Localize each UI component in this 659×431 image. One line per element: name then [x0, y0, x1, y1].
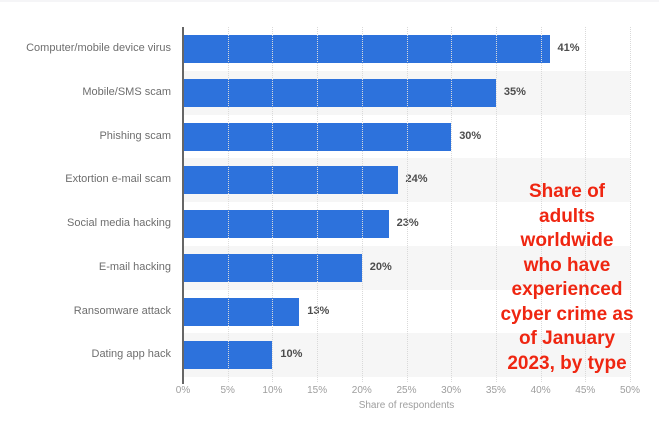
annotation-line: experienced	[511, 279, 623, 300]
annotation-line: of January	[518, 328, 616, 349]
x-axis-title: Share of respondents	[358, 400, 455, 411]
gridline	[451, 27, 453, 382]
category-label: Computer/mobile device virus	[26, 42, 171, 54]
category-label: Ransomware attack	[73, 304, 171, 317]
category-label: E-mail hacking	[98, 260, 171, 273]
y-axis-line	[182, 27, 184, 384]
bar-value-label: 41%	[557, 42, 580, 54]
category-label: Phishing scam	[99, 129, 171, 142]
gridline	[540, 27, 542, 382]
x-tick-label: 10%	[262, 385, 283, 396]
x-tick-label: 45%	[575, 385, 596, 396]
annotation-line: adults	[539, 205, 595, 227]
bar-value-label: 13%	[307, 304, 330, 317]
bar-value-label: 23%	[396, 217, 419, 229]
annotation-line: 2023, by type	[507, 352, 627, 374]
bar-value-label: 10%	[280, 348, 303, 361]
annotation-line: cyber crime as	[500, 303, 634, 325]
category-label: Mobile/SMS scam	[82, 85, 171, 98]
bar-value-label: 24%	[405, 173, 428, 186]
bar-value-label: 30%	[459, 129, 482, 142]
x-tick-label: 5%	[220, 385, 235, 396]
gridline	[361, 27, 363, 382]
gridline	[585, 27, 587, 382]
bar	[183, 210, 389, 238]
category-label: Dating app hack	[91, 348, 172, 361]
x-tick-label: 30%	[441, 385, 462, 396]
annotation-line: who have	[523, 254, 611, 276]
gridline	[317, 27, 319, 382]
bar	[183, 297, 300, 326]
gridline	[406, 27, 408, 382]
x-tick-label: 0%	[175, 385, 191, 396]
annotation-line: worldwide	[520, 230, 614, 251]
category-label: Social media hacking	[67, 217, 171, 229]
gridline	[630, 27, 631, 382]
x-tick-label: 15%	[307, 385, 328, 396]
x-tick-label: 40%	[530, 385, 551, 396]
category-label: Extortion e-mail scam	[65, 173, 171, 186]
x-tick-label: 35%	[485, 385, 506, 396]
bar-value-label: 20%	[369, 260, 392, 273]
bar	[183, 166, 398, 195]
bar	[183, 35, 550, 63]
gridline	[495, 27, 497, 382]
x-tick-label: 25%	[396, 385, 417, 396]
gridline	[227, 27, 229, 382]
x-tick-label: 20%	[351, 385, 372, 396]
bar-value-label: 35%	[503, 85, 526, 98]
gridline	[272, 27, 274, 382]
annotation-text: Share of adults worldwide who have experienc…	[468, 180, 659, 376]
annotation-line: Share of	[528, 181, 606, 202]
bar	[183, 78, 496, 107]
x-tick-label: 50%	[619, 385, 641, 396]
